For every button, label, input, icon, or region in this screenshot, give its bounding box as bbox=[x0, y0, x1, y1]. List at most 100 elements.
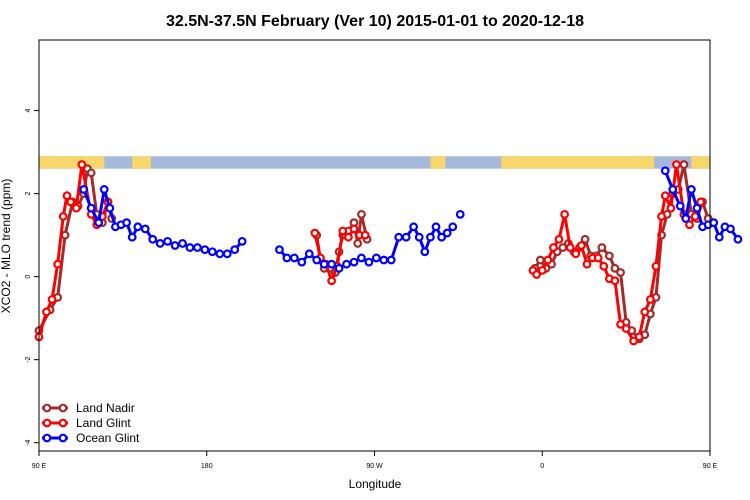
ocean-glint-point bbox=[442, 228, 452, 238]
land-glint-point bbox=[53, 259, 63, 269]
legend-swatch-point bbox=[58, 403, 68, 413]
land-strip-segment bbox=[39, 156, 105, 169]
land-glint-point bbox=[571, 249, 581, 259]
series-ocean-glint bbox=[79, 166, 743, 273]
land-glint-point bbox=[66, 197, 76, 207]
ocean-glint-point bbox=[431, 222, 441, 232]
x-tick-label: 0 bbox=[540, 463, 544, 470]
land-strip-segment bbox=[691, 156, 710, 169]
ocean-glint-point bbox=[394, 232, 404, 242]
ocean-glint-point bbox=[379, 255, 389, 265]
series-layer bbox=[34, 160, 743, 346]
ocean-glint-point bbox=[686, 185, 696, 194]
legend-label: Land Nadir bbox=[76, 401, 135, 415]
land-glint-point bbox=[565, 243, 575, 252]
land-nadir-point bbox=[679, 160, 689, 169]
land-glint-point bbox=[629, 336, 638, 346]
ocean-glint-point bbox=[327, 259, 337, 269]
ocean-glint-point bbox=[99, 185, 109, 194]
ocean-glint-point bbox=[94, 218, 104, 228]
ocean-glint-point bbox=[297, 257, 307, 267]
ocean-glint-point bbox=[709, 218, 719, 228]
land-glint-point bbox=[58, 212, 68, 221]
land-glint-point bbox=[554, 234, 564, 244]
ocean-glint-point bbox=[170, 241, 180, 250]
x-axis-label: Longitude bbox=[349, 477, 402, 491]
x-axis: 90 E 180 90 W 0 90 E bbox=[32, 451, 718, 470]
land-glint-point bbox=[660, 191, 670, 201]
land-glint-point bbox=[582, 259, 592, 269]
ocean-glint-point bbox=[342, 259, 351, 269]
land-nadir-point bbox=[610, 263, 620, 273]
ocean-glint-point bbox=[357, 253, 366, 263]
ocean-glint-point bbox=[455, 209, 465, 219]
y-axis-label: XCO2 - MLO trend (ppm) bbox=[0, 179, 13, 314]
land-glint-point bbox=[634, 332, 644, 342]
land-strip-segment bbox=[132, 156, 151, 169]
y-tick-label: -4 bbox=[25, 439, 32, 445]
land-glint-point bbox=[672, 160, 681, 169]
ocean-glint-point bbox=[675, 201, 685, 211]
x-tick-label: 180 bbox=[201, 463, 213, 470]
ocean-glint-point bbox=[122, 218, 132, 228]
legend-swatch-point bbox=[58, 433, 68, 443]
x-tick-label: 90 E bbox=[703, 463, 718, 470]
ocean-glint-point bbox=[230, 245, 240, 255]
land-glint-point bbox=[651, 261, 661, 271]
ocean-glint-point bbox=[222, 249, 232, 259]
ocean-glint-point bbox=[163, 236, 173, 246]
land-nadir-point bbox=[580, 234, 590, 244]
ocean-glint-point bbox=[437, 232, 447, 242]
land-nadir-point bbox=[357, 209, 366, 219]
ocean-glint-point bbox=[193, 243, 202, 252]
ocean-glint-point bbox=[448, 222, 458, 232]
y-tick-label: 0 bbox=[25, 275, 32, 279]
ocean-glint-point bbox=[304, 249, 314, 259]
ocean-glint-point bbox=[86, 203, 96, 213]
ocean-glint-point bbox=[133, 222, 143, 232]
land-nadir-point bbox=[535, 255, 545, 265]
land-nadir-point bbox=[616, 268, 625, 277]
ocean-glint-point bbox=[127, 232, 137, 242]
ocean-glint-point bbox=[409, 222, 419, 232]
land-glint-point bbox=[593, 253, 603, 263]
land-nadir-point bbox=[604, 251, 614, 261]
ocean-glint-point bbox=[207, 247, 217, 257]
ocean-glint-point bbox=[349, 257, 359, 267]
legend-item-land-glint: Land Glint bbox=[42, 416, 131, 430]
land-glint-point bbox=[310, 228, 320, 238]
ocean-glint-point bbox=[386, 255, 396, 265]
legend-swatch-point bbox=[42, 433, 52, 443]
legend-item-ocean-glint: Ocean Glint bbox=[42, 431, 140, 445]
ocean-glint-point bbox=[681, 214, 691, 223]
land-glint-point bbox=[360, 230, 370, 240]
plot-frame bbox=[38, 39, 711, 452]
y-tick-label: 4 bbox=[25, 109, 32, 113]
ocean-glint-point bbox=[660, 166, 670, 176]
land-ocean-strip bbox=[39, 156, 710, 169]
land-glint-point bbox=[71, 203, 81, 213]
ocean-glint-point bbox=[155, 239, 165, 248]
ocean-glint-point bbox=[237, 236, 247, 246]
ocean-glint-point bbox=[275, 245, 284, 255]
y-tick-label: -2 bbox=[25, 356, 32, 362]
ocean-glint-point bbox=[414, 232, 424, 242]
ocean-glint-point bbox=[714, 232, 724, 242]
ocean-glint-point bbox=[200, 245, 210, 255]
land-glint-point bbox=[42, 307, 51, 317]
land-glint-point bbox=[543, 255, 553, 265]
series-land-glint bbox=[34, 160, 706, 346]
legend-label: Ocean Glint bbox=[76, 431, 140, 445]
land-glint-point bbox=[599, 261, 609, 271]
land-glint-point bbox=[666, 203, 676, 213]
land-glint-point bbox=[549, 243, 558, 252]
ocean-glint-point bbox=[289, 253, 299, 263]
ocean-glint-point bbox=[185, 243, 195, 252]
land-glint-point bbox=[621, 324, 631, 333]
land-glint-point bbox=[616, 319, 625, 329]
ocean-glint-point bbox=[426, 232, 435, 242]
ocean-glint-point bbox=[726, 224, 735, 234]
land-glint-point bbox=[327, 276, 337, 286]
